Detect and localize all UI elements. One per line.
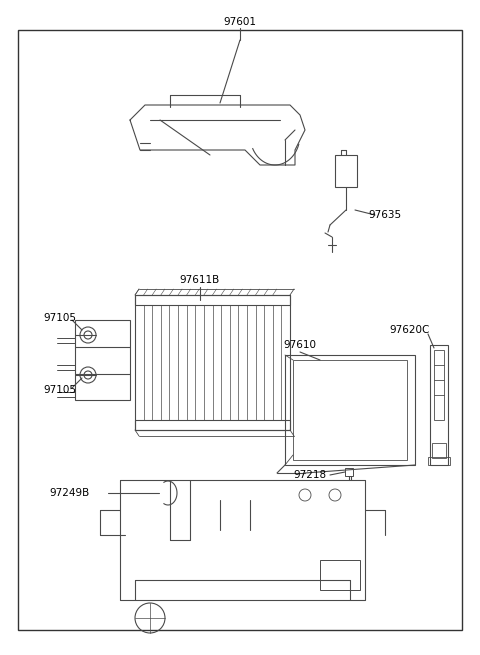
Bar: [135, 420, 290, 430]
Text: 97105: 97105: [44, 385, 76, 395]
Bar: [75, 320, 130, 400]
Bar: [432, 443, 446, 458]
Text: 97611B: 97611B: [180, 275, 220, 285]
Bar: [428, 457, 450, 465]
Bar: [320, 560, 360, 590]
Bar: [434, 350, 444, 420]
Bar: [285, 355, 415, 465]
Bar: [135, 295, 290, 430]
Text: 97620C: 97620C: [390, 325, 430, 335]
Text: 97218: 97218: [293, 470, 326, 480]
Text: 97105: 97105: [44, 313, 76, 323]
Bar: [430, 345, 448, 465]
Text: 97249B: 97249B: [50, 488, 90, 498]
Bar: [345, 468, 353, 476]
Bar: [135, 295, 290, 305]
Bar: [335, 155, 357, 187]
Text: 97601: 97601: [224, 17, 256, 27]
Bar: [293, 360, 407, 460]
Text: 97610: 97610: [284, 340, 316, 350]
Text: 97635: 97635: [369, 210, 402, 220]
